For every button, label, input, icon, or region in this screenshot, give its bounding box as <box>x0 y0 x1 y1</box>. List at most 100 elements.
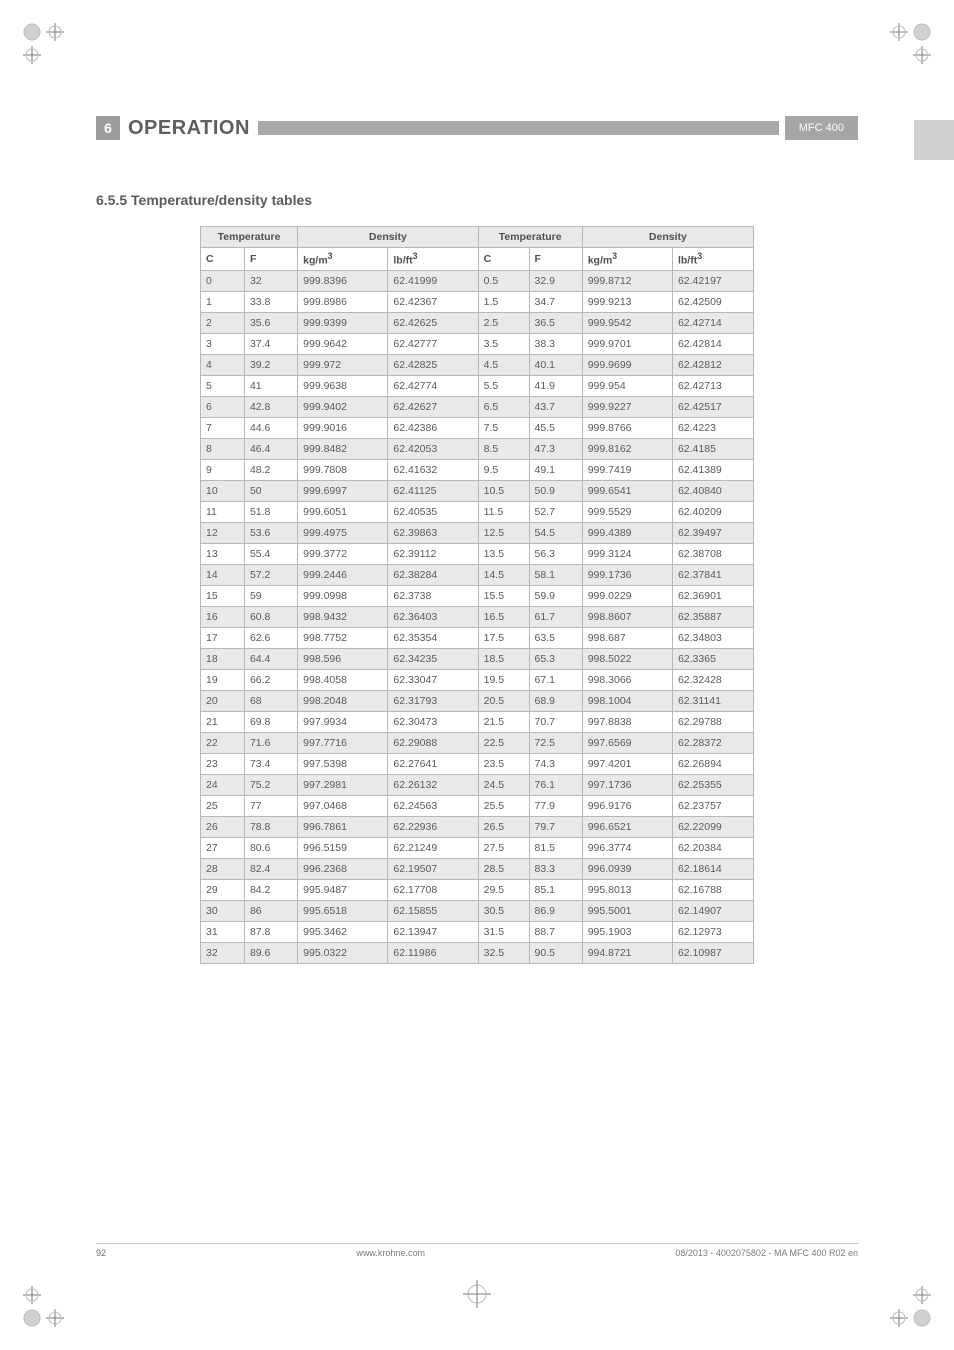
col-header-temperature-1: Temperature <box>201 227 298 248</box>
table-cell: 77.9 <box>529 795 582 816</box>
table-cell: 62.4223 <box>672 417 753 438</box>
table-cell: 8.5 <box>478 438 529 459</box>
table-cell: 20.5 <box>478 690 529 711</box>
table-cell: 29.5 <box>478 879 529 900</box>
table-cell: 996.3774 <box>582 837 672 858</box>
table-cell: 89.6 <box>244 942 297 963</box>
table-cell: 65.3 <box>529 648 582 669</box>
table-cell: 7 <box>201 417 245 438</box>
table-cell: 995.0322 <box>298 942 388 963</box>
col-lbft3-2: lb/ft3 <box>672 248 753 271</box>
table-row: 1660.8998.943262.3640316.561.7998.860762… <box>201 606 754 627</box>
table-cell: 62.31793 <box>388 690 478 711</box>
table-header-units: C F kg/m3 lb/ft3 C F kg/m3 lb/ft3 <box>201 248 754 271</box>
col-header-density-2: Density <box>582 227 753 248</box>
table-cell: 62.18614 <box>672 858 753 879</box>
col-c-2: C <box>478 248 529 271</box>
table-cell: 32 <box>201 942 245 963</box>
table-cell: 62.30473 <box>388 711 478 732</box>
registration-mark-bottom-center <box>463 1280 491 1308</box>
table-cell: 76.1 <box>529 774 582 795</box>
table-cell: 3.5 <box>478 333 529 354</box>
table-cell: 2.5 <box>478 312 529 333</box>
table-cell: 996.6521 <box>582 816 672 837</box>
table-cell: 30 <box>201 900 245 921</box>
page-footer: 92 www.krohne.com 08/2013 - 4002075802 -… <box>96 1243 858 1258</box>
table-cell: 62.37841 <box>672 564 753 585</box>
table-cell: 31.5 <box>478 921 529 942</box>
table-cell: 62.26132 <box>388 774 478 795</box>
table-cell: 10.5 <box>478 480 529 501</box>
registration-mark-top-left <box>22 22 64 64</box>
table-row: 2577997.046862.2456325.577.9996.917662.2… <box>201 795 754 816</box>
table-cell: 62.42509 <box>672 291 753 312</box>
col-kgm3-2: kg/m3 <box>582 248 672 271</box>
table-cell: 32.9 <box>529 270 582 291</box>
table-cell: 62.16788 <box>672 879 753 900</box>
table-cell: 995.8013 <box>582 879 672 900</box>
table-cell: 62.3365 <box>672 648 753 669</box>
table-cell: 999.2446 <box>298 564 388 585</box>
table-cell: 62.28372 <box>672 732 753 753</box>
table-cell: 57.2 <box>244 564 297 585</box>
table-cell: 11.5 <box>478 501 529 522</box>
table-cell: 26.5 <box>478 816 529 837</box>
table-cell: 35.6 <box>244 312 297 333</box>
table-body: 032999.839662.419990.532.9999.871262.421… <box>201 270 754 963</box>
table-cell: 46.4 <box>244 438 297 459</box>
table-cell: 62.42713 <box>672 375 753 396</box>
table-cell: 56.3 <box>529 543 582 564</box>
table-cell: 62.35354 <box>388 627 478 648</box>
table-cell: 5 <box>201 375 245 396</box>
col-header-density-1: Density <box>298 227 478 248</box>
table-cell: 90.5 <box>529 942 582 963</box>
col-f-1: F <box>244 248 297 271</box>
table-cell: 999.7808 <box>298 459 388 480</box>
table-cell: 62.25355 <box>672 774 753 795</box>
table-cell: 995.5001 <box>582 900 672 921</box>
table-cell: 55.4 <box>244 543 297 564</box>
table-cell: 0 <box>201 270 245 291</box>
table-cell: 998.3066 <box>582 669 672 690</box>
table-cell: 27.5 <box>478 837 529 858</box>
table-cell: 999.7419 <box>582 459 672 480</box>
table-cell: 62.33047 <box>388 669 478 690</box>
table-cell: 48.2 <box>244 459 297 480</box>
table-cell: 12 <box>201 522 245 543</box>
table-cell: 995.3462 <box>298 921 388 942</box>
table-cell: 16 <box>201 606 245 627</box>
footer-docref: 08/2013 - 4002075802 - MA MFC 400 R02 en <box>675 1248 858 1258</box>
table-cell: 0.5 <box>478 270 529 291</box>
table-row: 1864.4998.59662.3423518.565.3998.502262.… <box>201 648 754 669</box>
col-c-1: C <box>201 248 245 271</box>
table-cell: 73.4 <box>244 753 297 774</box>
table-cell: 999.8162 <box>582 438 672 459</box>
table-cell: 20 <box>201 690 245 711</box>
table-cell: 996.9176 <box>582 795 672 816</box>
table-cell: 999.8396 <box>298 270 388 291</box>
table-cell: 87.8 <box>244 921 297 942</box>
table-cell: 62.39112 <box>388 543 478 564</box>
table-cell: 12.5 <box>478 522 529 543</box>
table-cell: 62.42825 <box>388 354 478 375</box>
table-cell: 62.3738 <box>388 585 478 606</box>
table-cell: 999.5529 <box>582 501 672 522</box>
table-cell: 3 <box>201 333 245 354</box>
table-cell: 62.36901 <box>672 585 753 606</box>
table-cell: 62.39497 <box>672 522 753 543</box>
table-cell: 23 <box>201 753 245 774</box>
table-cell: 62.42774 <box>388 375 478 396</box>
table-cell: 50 <box>244 480 297 501</box>
table-cell: 999.972 <box>298 354 388 375</box>
table-row: 1151.8999.605162.4053511.552.7999.552962… <box>201 501 754 522</box>
table-cell: 21 <box>201 711 245 732</box>
table-cell: 71.6 <box>244 732 297 753</box>
table-cell: 59 <box>244 585 297 606</box>
table-row: 133.8999.898662.423671.534.7999.921362.4… <box>201 291 754 312</box>
table-cell: 995.9487 <box>298 879 388 900</box>
table-cell: 54.5 <box>529 522 582 543</box>
table-cell: 43.7 <box>529 396 582 417</box>
table-row: 642.8999.940262.426276.543.7999.922762.4… <box>201 396 754 417</box>
table-cell: 31 <box>201 921 245 942</box>
table-cell: 86 <box>244 900 297 921</box>
